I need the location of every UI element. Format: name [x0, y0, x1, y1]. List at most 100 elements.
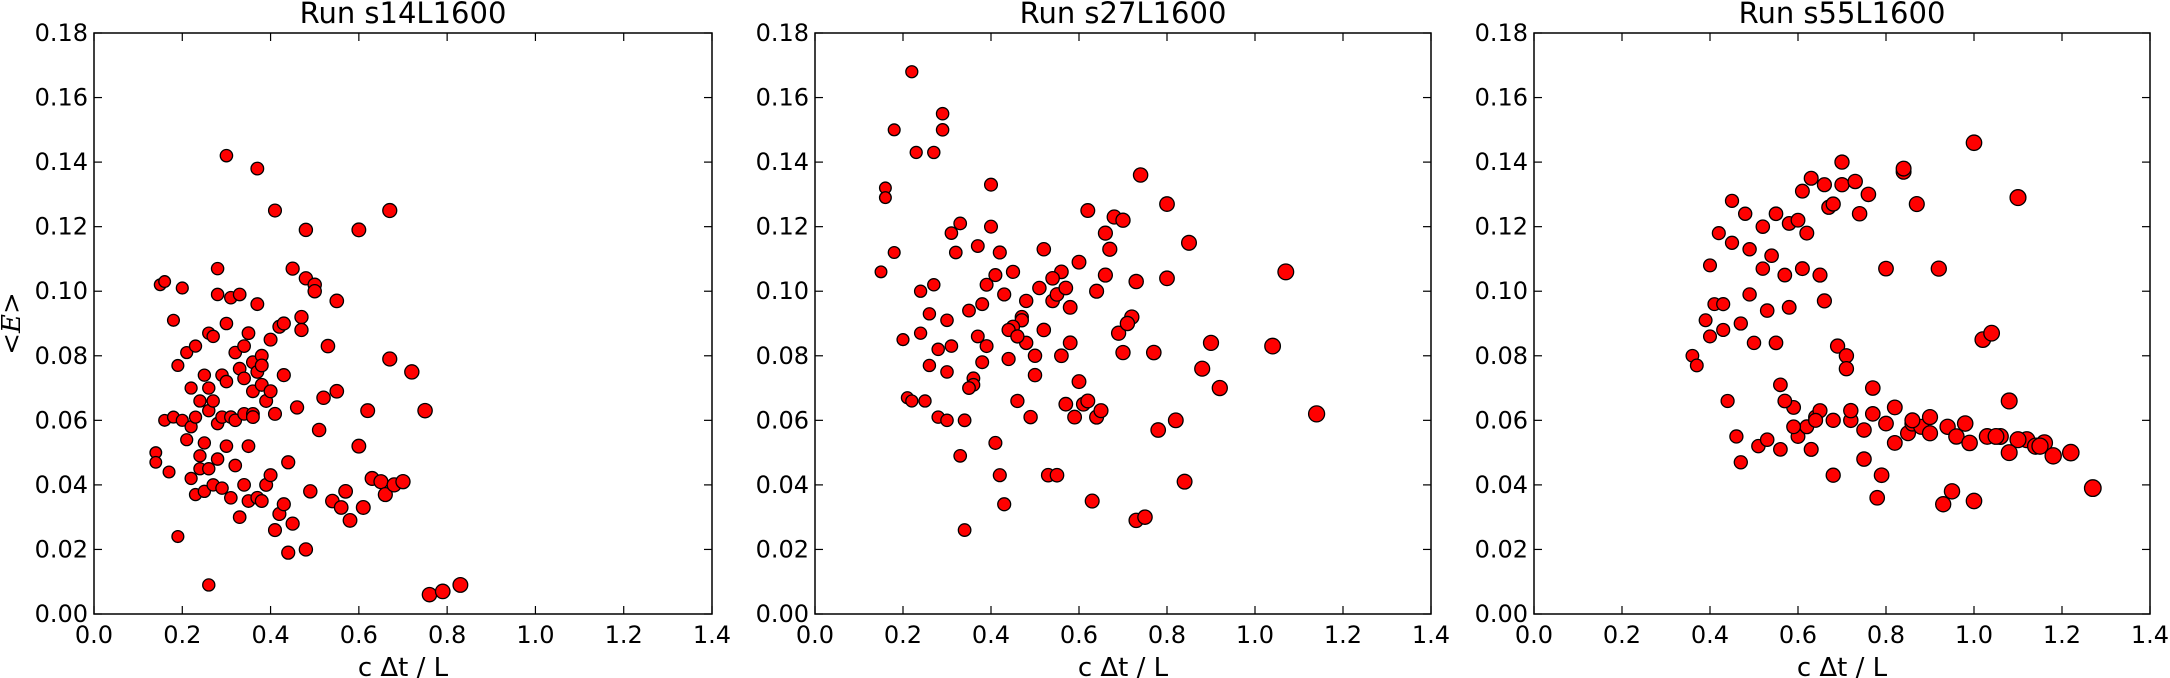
scatter-point — [1689, 358, 1704, 373]
scatter-point — [219, 316, 234, 331]
scatter-point — [281, 545, 296, 560]
scatter-point — [1062, 299, 1078, 315]
scatter-point — [1018, 293, 1034, 309]
scatter-point — [918, 394, 932, 408]
scatter-point — [184, 381, 198, 395]
chart-panel-3: 0.0 0.2 0.4 0.6 0.8 1.0 1.2 1.4 0.00 0.02 0.04 0.06… — [1475, 0, 2170, 678]
y-tick-label: 0.14 — [35, 148, 88, 176]
scatter-point — [1777, 267, 1793, 283]
scatter-point — [1825, 467, 1841, 483]
scatter-point — [184, 471, 198, 486]
scatter-point — [1961, 434, 1978, 452]
scatter-point — [874, 265, 888, 279]
x-tick-label: 0.8 — [428, 621, 466, 649]
scatter-point — [1773, 442, 1788, 457]
scatter-point — [197, 436, 212, 450]
x-tick-label: 0.8 — [1867, 621, 1905, 649]
scatter-point — [922, 358, 937, 373]
scatter-point — [1768, 206, 1784, 222]
x-tick-label: 1.4 — [1412, 621, 1450, 649]
x-tick-label: 0.6 — [1779, 621, 1817, 649]
scatter-point — [263, 332, 278, 347]
scatter-point — [1159, 196, 1175, 212]
y-tick-label: 0.18 — [1475, 19, 1528, 47]
x-tick-label: 1.0 — [1955, 621, 1993, 649]
scatter-point — [979, 277, 994, 292]
x-tick-label: 1.2 — [1324, 621, 1362, 649]
scatter-point — [935, 106, 950, 121]
scatter-point — [1838, 360, 1855, 377]
scatter-point — [1768, 335, 1784, 351]
scatter-point — [1838, 348, 1855, 364]
scatter-point — [210, 452, 225, 466]
scatter-point — [1150, 422, 1167, 438]
scatter-point — [1729, 429, 1744, 444]
scatter-point — [320, 338, 336, 354]
scatter-point — [970, 239, 985, 253]
scatter-point — [1834, 177, 1850, 193]
scatter-point — [298, 222, 314, 238]
scatter-point — [887, 245, 901, 260]
scatter-point — [382, 202, 398, 219]
scatter-point — [1698, 313, 1713, 328]
x-tick-label: 0.4 — [972, 621, 1010, 649]
scatter-point — [1102, 241, 1118, 257]
scatter-point — [276, 316, 291, 331]
scatter-point — [285, 516, 300, 531]
scatter-point — [333, 500, 349, 515]
scatter-point — [237, 477, 251, 492]
plot-frame — [1533, 32, 2151, 615]
scatter-point — [1759, 303, 1775, 318]
scatter-point — [1956, 415, 1974, 432]
scatter-point — [338, 483, 354, 499]
scatter-point — [1742, 287, 1757, 302]
scatter-point — [263, 468, 278, 483]
scatter-point — [206, 394, 220, 408]
scatter-point — [1965, 492, 1983, 510]
scatter-point — [979, 339, 994, 354]
scatter-point — [250, 161, 265, 176]
scatter-point — [1010, 329, 1025, 344]
scatter-point — [1816, 293, 1833, 309]
y-tick-label: 0.02 — [35, 535, 88, 563]
scatter-point — [276, 368, 291, 383]
scatter-point — [1067, 409, 1083, 425]
scatter-point — [1816, 177, 1833, 193]
scatter-point — [294, 322, 309, 338]
scatter-point — [1005, 264, 1021, 279]
y-tick-label: 0.00 — [1475, 600, 1528, 628]
y-tick-label: 0.12 — [756, 213, 809, 241]
scatter-point — [1851, 205, 1868, 222]
scatter-point — [1211, 379, 1228, 397]
scatter-point — [905, 65, 919, 79]
scatter-point — [896, 333, 910, 347]
scatter-point — [957, 523, 972, 537]
scatter-point — [1058, 396, 1074, 412]
scatter-point — [289, 400, 305, 415]
scatter-point — [2031, 437, 2049, 455]
scatter-point — [1843, 402, 1859, 419]
y-tick-label: 0.02 — [1475, 535, 1528, 563]
scatter-point — [997, 287, 1012, 302]
scatter-point — [1097, 225, 1114, 241]
scatter-point — [237, 339, 251, 353]
x-axis-label: c Δt / L — [1078, 653, 1169, 678]
scatter-point — [175, 281, 189, 295]
scatter-point — [1746, 335, 1762, 351]
chart-panel-2: 0.0 0.2 0.4 0.6 0.8 1.0 1.2 1.4 0.00 0.02 0.04 0.06… — [756, 0, 1451, 678]
y-tick-label: 0.04 — [756, 471, 809, 499]
scatter-point — [417, 402, 433, 419]
scatter-point — [360, 403, 376, 419]
scatter-point — [355, 499, 371, 515]
scatter-point — [953, 216, 968, 231]
x-tick-label: 0.2 — [163, 621, 201, 649]
y-tick-label: 0.18 — [756, 19, 809, 47]
scatter-point — [263, 384, 278, 399]
scatter-point — [909, 145, 923, 160]
scatter-point — [983, 219, 999, 234]
scatter-point — [175, 413, 189, 427]
scatter-point — [1794, 183, 1810, 199]
scatter-point — [1794, 261, 1810, 277]
x-tick-label: 0.8 — [1148, 621, 1186, 649]
scatter-point — [1733, 455, 1748, 470]
